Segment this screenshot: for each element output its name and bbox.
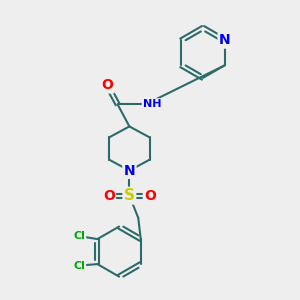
Text: Cl: Cl — [73, 231, 85, 241]
Text: O: O — [101, 78, 113, 92]
Text: NH: NH — [143, 99, 161, 110]
Text: Cl: Cl — [73, 261, 85, 271]
Text: O: O — [103, 189, 115, 202]
Text: S: S — [124, 188, 135, 203]
Text: N: N — [124, 164, 135, 178]
Text: N: N — [219, 33, 230, 47]
Text: O: O — [144, 189, 156, 202]
